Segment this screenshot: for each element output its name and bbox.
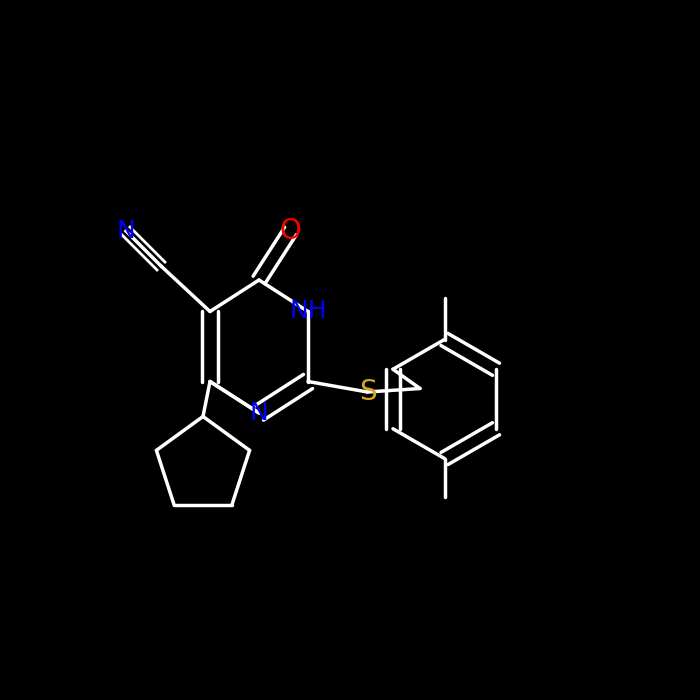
Text: S: S (358, 378, 377, 406)
Text: N: N (250, 401, 268, 425)
Text: O: O (279, 217, 302, 245)
Text: N: N (117, 219, 135, 243)
Text: NH: NH (289, 300, 327, 323)
